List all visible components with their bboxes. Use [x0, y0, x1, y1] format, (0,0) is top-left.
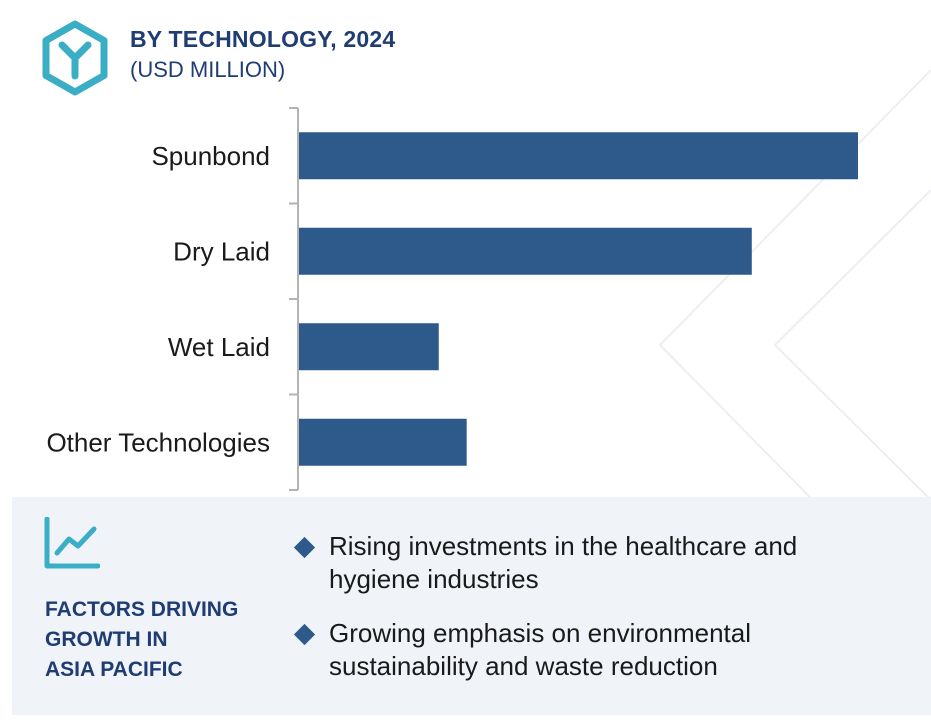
bar — [299, 323, 439, 371]
growth-driver-text: Growing emphasis on environmental sustai… — [329, 618, 751, 681]
chart-subtitle: (USD MILLION) — [130, 57, 286, 82]
growth-factors-panel: FACTORS DRIVING GROWTH IN ASIA PACIFIC R… — [12, 497, 931, 715]
factors-title-line: GROWTH IN — [45, 628, 168, 651]
category-label: Spunbond — [151, 141, 270, 171]
chart-title: BY TECHNOLOGY, 2024 — [130, 26, 396, 52]
category-label: Dry Laid — [173, 236, 270, 266]
trend-line-icon — [44, 517, 100, 569]
factors-title: FACTORS DRIVING GROWTH IN ASIA PACIFIC — [45, 595, 265, 685]
bar-chart: Spunbond Dry Laid Wet Laid Other Technologi… — [46, 107, 858, 491]
category-label: Other Technologies — [46, 427, 270, 457]
factors-title-line: FACTORS DRIVING — [45, 598, 239, 621]
hexagon-y-logo-icon — [42, 20, 108, 96]
factors-title-line: ASIA PACIFIC — [45, 658, 183, 681]
category-label: Wet Laid — [168, 332, 270, 362]
growth-driver-text: Rising investments in the healthcare and… — [329, 531, 798, 594]
diamond-bullet-icon — [293, 623, 316, 646]
diamond-bullet-icon — [293, 536, 316, 559]
bar — [299, 418, 467, 466]
bar — [299, 227, 752, 275]
bar — [299, 132, 858, 180]
